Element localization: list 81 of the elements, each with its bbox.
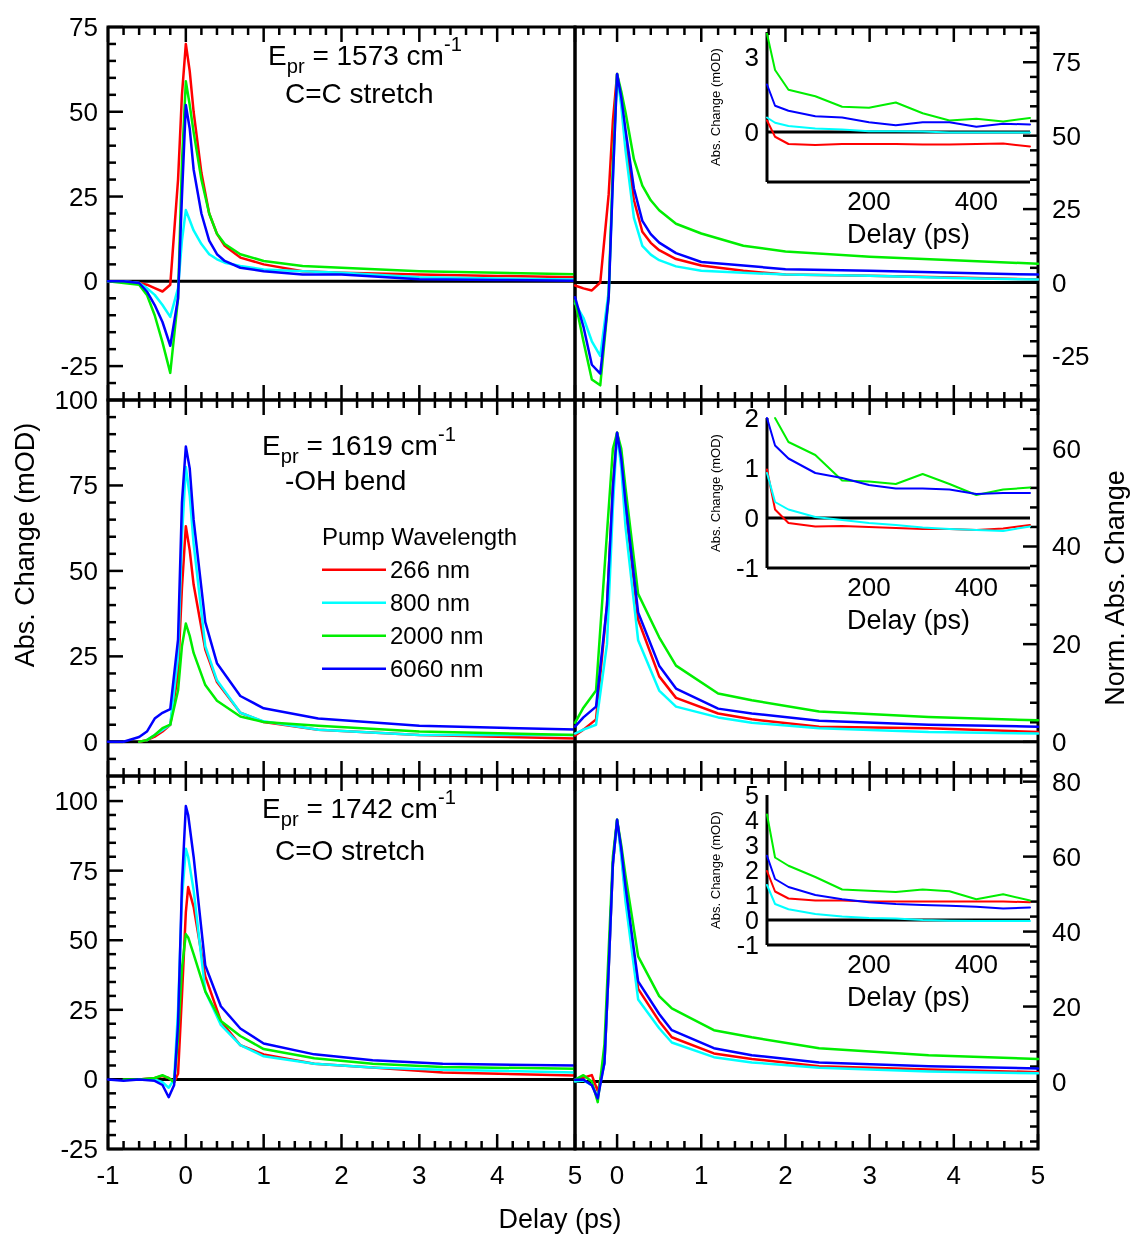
x-tick-label: 4 [946,1160,962,1190]
y-tick-label: 0 [83,726,98,757]
x-tick-label: 2 [778,1160,793,1190]
y-tick-label: 1 [745,881,759,909]
y2-tick-label: 75 [1052,47,1081,78]
annotation: C=O stretch [275,834,426,866]
y2-tick-label: 20 [1052,991,1081,1022]
y-tick-label: 5 [745,781,759,809]
y-tick-label: 100 [54,385,98,415]
y-tick-label: 25 [69,994,98,1025]
y-tick-label: 1 [744,453,759,483]
y2-tick-label: 50 [1052,120,1081,151]
y-tick-label: 0 [83,1064,98,1095]
x-tick-label: 400 [954,949,999,979]
x-tick-label: 3 [862,1160,877,1190]
legend-label: 2000 nm [390,622,484,650]
y-tick-label: -25 [60,1134,98,1164]
y-axis-title: Abs. Change (mOD) [707,811,723,929]
y-axis-title: Abs. Change (mOD) [707,434,723,552]
y-tick-label: 2 [744,403,759,433]
annotation: E$_{pr}$ = 1742 cm$^{-1}$ [262,786,456,830]
x-tick-label: 5 [567,1160,583,1190]
y-tick-label: 100 [54,786,98,817]
y2-tick-label: 60 [1052,433,1081,464]
x-tick-label: 4 [489,1160,505,1190]
y2-tick-label: 0 [1052,726,1067,757]
annotation: E$_{pr}$ = 1619 cm$^{-1}$ [262,423,456,467]
x-axis-title: Delay (ps) [846,219,971,249]
x-tick-label: 1 [256,1160,271,1190]
y2-tick-label: 40 [1052,531,1081,562]
y-tick-label: 75 [69,12,98,42]
y-tick-label: 75 [69,470,98,501]
y2-tick-label: 40 [1052,916,1081,947]
x-tick-label: 200 [847,186,891,216]
y-tick-label: 3 [744,42,759,72]
y-tick-label: 50 [69,925,98,956]
y-tick-label: 25 [69,181,98,212]
y2-tick-label: -25 [1052,340,1090,371]
x-axis-title: Delay (ps) [846,605,971,635]
x-tick-label: 0 [178,1160,194,1190]
x-tick-label: 200 [847,949,891,979]
x-tick-label: 1 [694,1160,709,1190]
legend-title: Pump Wavelength [322,523,518,551]
y-tick-label: 0 [744,503,759,533]
y-tick-label: 4 [745,806,760,834]
x-axis-title: Delay (ps) [498,1204,622,1234]
y-tick-label: 25 [69,641,98,672]
y-tick-label: 50 [69,555,98,586]
x-axis-title: Delay (ps) [846,982,971,1012]
x-tick-label: 3 [412,1160,427,1190]
legend-label: 6060 nm [390,655,484,683]
y2-tick-label: 25 [1052,194,1081,225]
x-tick-label: 5 [1030,1160,1046,1190]
annotation: E$_{pr}$ = 1573 cm$^{-1}$ [268,33,462,77]
y-tick-label: 75 [69,855,98,886]
y-tick-label: 2 [745,856,759,884]
y-tick-label: -1 [736,931,759,959]
y2-tick-label: 20 [1052,629,1081,660]
x-tick-label: 400 [954,186,999,216]
y2-axis-title: Norm. Abs. Change [1100,470,1130,706]
legend-label: 266 nm [390,556,471,584]
x-tick-label: 400 [954,572,999,602]
legend-label: 800 nm [390,589,471,617]
y-tick-label: -25 [60,351,98,382]
y-axis-title: Abs. Change (mOD) [707,48,723,166]
x-tick-label: 0 [609,1160,625,1190]
y-tick-label: 0 [83,266,98,297]
y2-tick-label: 0 [1052,267,1067,298]
annotation: -OH bend [285,464,407,496]
y-axis-title: Abs. Change (mOD) [10,422,40,668]
y2-tick-label: 80 [1052,766,1081,797]
x-tick-label: 200 [847,572,891,602]
y-tick-label: -1 [735,553,759,583]
x-tick-label: 2 [334,1160,349,1190]
annotation: C=C stretch [285,77,434,109]
y-tick-label: 0 [745,906,759,934]
y2-tick-label: 0 [1052,1066,1067,1097]
y-tick-label: 50 [69,96,98,127]
y-tick-label: 0 [744,117,759,147]
y2-tick-label: 60 [1052,841,1081,872]
y-tick-label: 3 [745,831,759,859]
